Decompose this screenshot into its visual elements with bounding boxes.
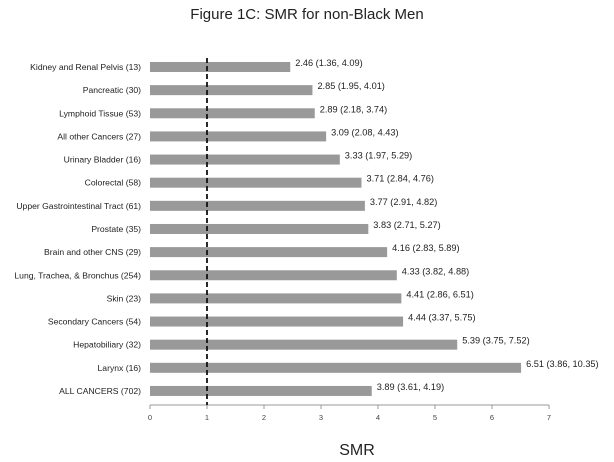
bar [150, 108, 315, 119]
category-label: ALL CANCERS (702) [59, 386, 141, 396]
x-tick-label: 4 [376, 413, 380, 422]
bar-row: Larynx (16) 6.51 (3.86, 10.35) [98, 359, 599, 373]
data-label: 4.44 (3.37, 5.75) [408, 313, 475, 323]
category-label: Brain and other CNS (29) [44, 247, 141, 257]
bar-row: ALL CANCERS (702) 3.89 (3.61, 4.19) [59, 382, 444, 396]
bar-row: Hepatobiliary (32) 5.39 (3.75, 7.52) [73, 336, 530, 350]
x-tick-label: 2 [262, 413, 266, 422]
data-label: 3.89 (3.61, 4.19) [377, 382, 444, 392]
bar-row: Secondary Cancers (54) 4.44 (3.37, 5.75) [48, 313, 476, 327]
bar [150, 62, 291, 72]
category-label: Larynx (16) [98, 363, 142, 373]
x-tick-label: 5 [433, 413, 437, 422]
bar-row: Colorectal (58) 3.71 (2.84, 4.76) [85, 174, 434, 188]
bars-layer: Kidney and Renal Pelvis (13) 2.46 (1.36, … [14, 58, 599, 396]
category-label: Colorectal (58) [85, 178, 141, 188]
category-label: Prostate (35) [91, 224, 141, 234]
x-axis-title: SMR [339, 442, 375, 459]
bar [150, 223, 369, 234]
bar [150, 270, 397, 281]
category-label: Urinary Bladder (16) [64, 155, 142, 165]
data-label: 3.83 (2.71, 5.27) [373, 220, 440, 230]
category-label: Lung, Trachea, & Bronchus (254) [14, 270, 141, 280]
bar-row: Prostate (35) 3.83 (2.71, 5.27) [91, 220, 441, 234]
x-axis: 0 1 2 3 4 5 6 7 [148, 404, 551, 422]
data-label: 2.46 (1.36, 4.09) [295, 58, 362, 68]
bar-row: Lymphoid Tissue (53) 2.89 (2.18, 3.74) [59, 104, 387, 119]
bar [150, 131, 327, 142]
bar [150, 362, 522, 373]
bar [150, 200, 365, 211]
category-label: Upper Gastrointestinal Tract (61) [16, 201, 141, 211]
bar-row: Pancreatic (30) 2.85 (1.95, 4.01) [83, 81, 385, 96]
bar-row: Lung, Trachea, & Bronchus (254) 4.33 (3.8… [14, 266, 469, 281]
bar [150, 293, 402, 304]
category-label: All other Cancers (27) [57, 131, 141, 141]
bar-row: Brain and other CNS (29) 4.16 (2.83, 5.89… [44, 243, 460, 258]
category-label: Hepatobiliary (32) [73, 340, 141, 350]
bar [150, 316, 404, 327]
bar-row: All other Cancers (27) 3.09 (2.08, 4.43) [57, 127, 399, 142]
data-label: 4.33 (3.82, 4.88) [402, 266, 469, 276]
bar-row: Kidney and Renal Pelvis (13) 2.46 (1.36, … [30, 58, 363, 72]
bar-row: Urinary Bladder (16) 3.33 (1.97, 5.29) [64, 151, 412, 165]
category-label: Pancreatic (30) [83, 85, 141, 95]
data-label: 2.89 (2.18, 3.74) [320, 104, 387, 114]
category-label: Secondary Cancers (54) [48, 317, 141, 327]
data-label: 3.33 (1.97, 5.29) [345, 151, 412, 161]
chart-title: Figure 1C: SMR for non-Black Men [190, 6, 423, 23]
x-tick-label: 3 [319, 413, 323, 422]
data-label: 3.09 (2.08, 4.43) [331, 127, 398, 137]
bar [150, 339, 458, 350]
x-tick-label: 7 [547, 413, 551, 422]
bar-row: Skin (23) 4.41 (2.86, 6.51) [107, 289, 474, 304]
data-label: 5.39 (3.75, 7.52) [462, 336, 529, 346]
x-tick-label: 1 [205, 413, 209, 422]
data-label: 4.16 (2.83, 5.89) [392, 243, 459, 253]
bar-row: Upper Gastrointestinal Tract (61) 3.77 (2… [16, 197, 437, 211]
data-label: 4.41 (2.86, 6.51) [406, 289, 473, 299]
bar [150, 85, 313, 96]
category-label: Skin (23) [107, 293, 142, 303]
data-label: 3.77 (2.91, 4.82) [370, 197, 437, 207]
bar [150, 177, 362, 188]
bar [150, 247, 388, 258]
bar [150, 385, 372, 396]
x-tick-label: 6 [490, 413, 494, 422]
data-label: 3.71 (2.84, 4.76) [366, 174, 433, 184]
data-label: 2.85 (1.95, 4.01) [317, 81, 384, 91]
bar [150, 154, 340, 165]
data-label: 6.51 (3.86, 10.35) [526, 359, 599, 369]
x-tick-label: 0 [148, 413, 152, 422]
category-label: Lymphoid Tissue (53) [59, 108, 141, 118]
category-label: Kidney and Renal Pelvis (13) [30, 62, 141, 72]
